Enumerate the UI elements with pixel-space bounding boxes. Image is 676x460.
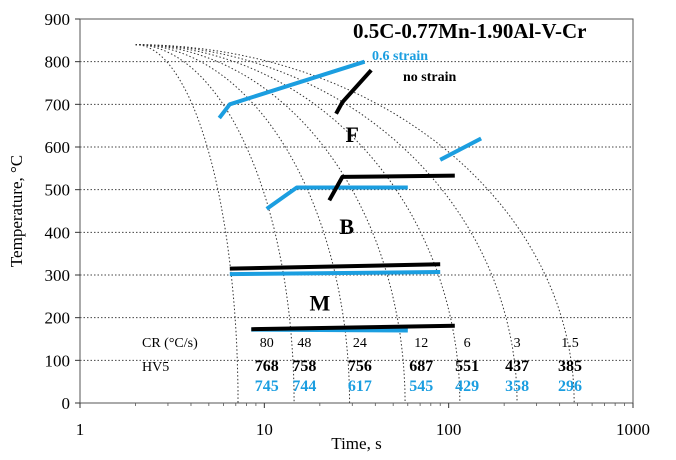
cooling-curve-cr-12 <box>135 44 406 404</box>
y-tick-label-300: 300 <box>45 266 71 285</box>
cr-value: 3 <box>514 336 521 351</box>
series-1-segment-2 <box>229 262 441 271</box>
cooling-curve-cr-1.5 <box>135 44 575 404</box>
hv-no-strain-value: 756 <box>348 358 372 375</box>
hv-no-strain-value: 385 <box>558 358 582 375</box>
hv-no-strain-value: 768 <box>255 358 279 375</box>
series-0-segment-3 <box>229 270 441 277</box>
hv-no-strain-value: 437 <box>505 358 529 375</box>
plot-frame <box>79 18 634 404</box>
chart-title: 0.5C-0.77Mn-1.90Al-V-Cr <box>353 19 586 43</box>
series-1-segment-1 <box>327 173 455 202</box>
cr-value: 6 <box>464 336 471 351</box>
cr-value: 24 <box>353 336 367 351</box>
cr-value: 48 <box>297 336 311 351</box>
x-axis-title: Time, s <box>331 434 381 453</box>
hv-no-strain-value: 687 <box>409 358 433 375</box>
hv-no-strain-value: 758 <box>292 358 316 375</box>
y-tick-label-900: 900 <box>45 10 71 29</box>
hv-strain-value: 296 <box>558 378 582 395</box>
cooling-curve-cr-3 <box>135 44 518 404</box>
series-0-segment-0 <box>217 59 366 120</box>
y-tick-label-0: 0 <box>62 394 71 413</box>
hv-strain-value: 745 <box>255 378 279 395</box>
region-label-B: B <box>339 214 354 239</box>
hv-strain-value: 358 <box>505 378 529 395</box>
region-label-M: M <box>309 291 330 316</box>
y-tick-label-700: 700 <box>45 95 71 114</box>
series-1-segment-0 <box>334 68 373 115</box>
y-tick-label-100: 100 <box>45 351 71 370</box>
legend-label-strain: 0.6 strain <box>372 49 428 64</box>
x-tick-label-100: 100 <box>436 420 462 439</box>
series-layer <box>217 59 483 333</box>
y-tick-label-500: 500 <box>45 181 71 200</box>
series-1-segment-3 <box>251 323 455 332</box>
cr-value: 80 <box>260 336 274 351</box>
hv-strain-value: 545 <box>409 378 433 395</box>
labels: 0.5C-0.77Mn-1.90Al-V-Cr 0.6 strain no stra… <box>142 19 586 395</box>
series-0-segment-2 <box>265 185 408 211</box>
region-label-F: F <box>346 122 359 147</box>
y-tick-label-800: 800 <box>45 53 71 72</box>
legend-label-no-strain: no strain <box>403 70 457 85</box>
x-tick-label-1: 1 <box>76 420 85 439</box>
hv-strain-value: 744 <box>292 378 316 395</box>
cooling-curve-cr-6 <box>135 44 461 404</box>
hv-strain-value: 617 <box>348 378 372 395</box>
y-tick-label-200: 200 <box>45 309 71 328</box>
cr-row-label: CR (°C/s) <box>142 336 198 351</box>
x-tick-label-10: 10 <box>256 420 273 439</box>
cr-value: 1.5 <box>561 336 579 351</box>
cr-value: 12 <box>414 336 428 351</box>
hv-strain-value: 429 <box>455 378 479 395</box>
cooling-curves <box>135 44 575 404</box>
cooling-curve-cr-24 <box>135 44 351 404</box>
grid <box>80 18 633 361</box>
y-tick-label-400: 400 <box>45 223 71 242</box>
series-0-segment-1 <box>439 136 483 162</box>
y-axis-title: Temperature, °C <box>7 155 26 267</box>
x-tick-label-1000: 1000 <box>616 420 650 439</box>
hv-no-strain-value: 551 <box>455 358 479 375</box>
axes: 0 100 200 300 400 500 600 700 800 900 1 10 100 1000 Ti… <box>7 10 650 453</box>
hv-row-label: HV5 <box>142 360 169 375</box>
cooling-curve-cr-80 <box>135 44 239 403</box>
y-tick-label-600: 600 <box>45 138 71 157</box>
